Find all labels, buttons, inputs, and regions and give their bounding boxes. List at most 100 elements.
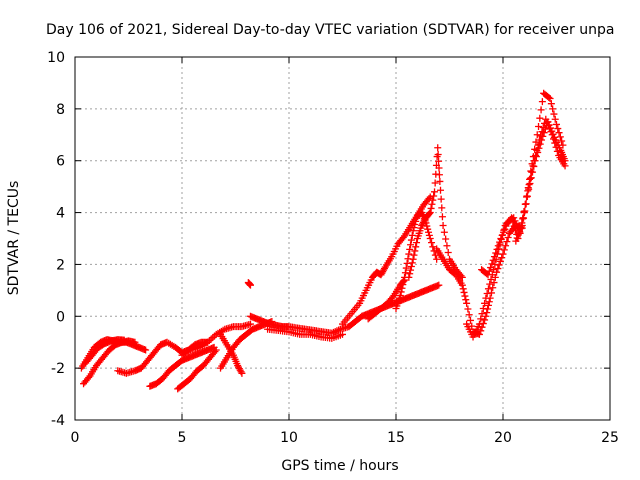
y-tick-label: 8 — [56, 102, 65, 118]
data-point — [397, 288, 405, 296]
data-point — [402, 264, 410, 272]
data-point — [131, 338, 139, 346]
data-point — [396, 292, 404, 300]
y-tick-label: 10 — [47, 50, 65, 66]
data-point — [410, 251, 418, 259]
data-point — [482, 294, 490, 302]
series-trace-21 — [244, 279, 254, 289]
data-point — [531, 157, 539, 165]
data-point — [516, 228, 524, 236]
data-point — [512, 237, 520, 245]
data-point — [487, 264, 495, 272]
series-trace-5 — [146, 343, 218, 390]
data-point — [553, 147, 561, 155]
grid — [75, 57, 610, 420]
data-point — [437, 186, 445, 194]
y-tick-label: 6 — [56, 154, 65, 170]
data-point — [478, 310, 486, 318]
data-point — [435, 164, 443, 172]
data-point — [526, 180, 534, 188]
data-point — [549, 130, 557, 138]
data-point — [406, 245, 414, 253]
data-point — [547, 124, 555, 132]
data-point — [550, 110, 558, 118]
data-point — [246, 320, 254, 328]
data-point — [540, 129, 548, 137]
data-point — [460, 288, 468, 296]
data-point — [407, 241, 415, 249]
data-point — [212, 346, 220, 354]
data-point — [488, 260, 496, 268]
data-point — [539, 132, 547, 140]
data-point — [380, 265, 388, 273]
data-point — [438, 213, 446, 221]
data-point — [411, 247, 419, 255]
data-point — [477, 315, 485, 323]
data-point — [502, 242, 510, 250]
data-point — [398, 284, 406, 292]
data-point — [500, 246, 508, 254]
data-point — [407, 236, 415, 244]
data-point — [532, 153, 540, 161]
data-point — [527, 174, 535, 182]
data-point — [411, 220, 419, 228]
data-point — [408, 231, 416, 239]
y-tick-label: -2 — [51, 361, 65, 377]
data-point — [442, 235, 450, 243]
data-point — [510, 214, 518, 222]
data-point — [522, 200, 530, 208]
data-point — [426, 209, 434, 217]
data-point — [120, 336, 128, 344]
data-point — [435, 281, 443, 289]
chart-title: Day 106 of 2021, Sidereal Day-to-day VTE… — [46, 22, 614, 38]
data-point — [485, 267, 493, 275]
data-point — [556, 133, 564, 141]
data-point — [458, 281, 466, 289]
x-tick-label: 0 — [71, 430, 80, 446]
data-point — [444, 249, 452, 257]
data-point — [434, 144, 442, 152]
data-point — [530, 162, 538, 170]
data-point — [484, 301, 492, 309]
data-point — [437, 195, 445, 203]
data-point — [494, 242, 502, 250]
data-point — [487, 275, 495, 283]
data-point — [548, 127, 556, 135]
data-point — [533, 131, 541, 139]
data-point — [424, 225, 432, 233]
data-point — [466, 316, 474, 324]
data-point — [85, 373, 93, 381]
data-point — [501, 225, 509, 233]
data-point — [535, 144, 543, 152]
y-tick-labels: -4 -2 0 2 4 6 8 10 — [47, 50, 65, 429]
data-point — [547, 100, 555, 108]
data-point — [494, 265, 502, 273]
data-point — [485, 298, 493, 306]
data-point — [237, 368, 245, 376]
data-point — [434, 150, 442, 158]
data-point — [558, 137, 566, 145]
data-point — [429, 243, 437, 251]
data-point — [430, 192, 438, 200]
data-point — [409, 255, 417, 263]
data-point — [538, 136, 546, 144]
data-point — [499, 228, 507, 236]
y-tick-label: 2 — [56, 257, 65, 273]
data-point — [502, 222, 510, 230]
data-point — [400, 277, 408, 285]
data-point — [429, 196, 437, 204]
series-trace-11 — [264, 325, 346, 342]
data-point — [498, 254, 506, 262]
data-point — [504, 233, 512, 241]
x-tick-label: 10 — [280, 430, 298, 446]
data-point — [425, 195, 433, 203]
data-point — [554, 125, 562, 133]
data-point — [492, 249, 500, 257]
data-point — [462, 296, 470, 304]
data-point — [545, 93, 553, 101]
data-point — [545, 121, 553, 129]
data-point — [483, 289, 491, 297]
data-point — [482, 312, 490, 320]
data-point — [399, 233, 407, 241]
